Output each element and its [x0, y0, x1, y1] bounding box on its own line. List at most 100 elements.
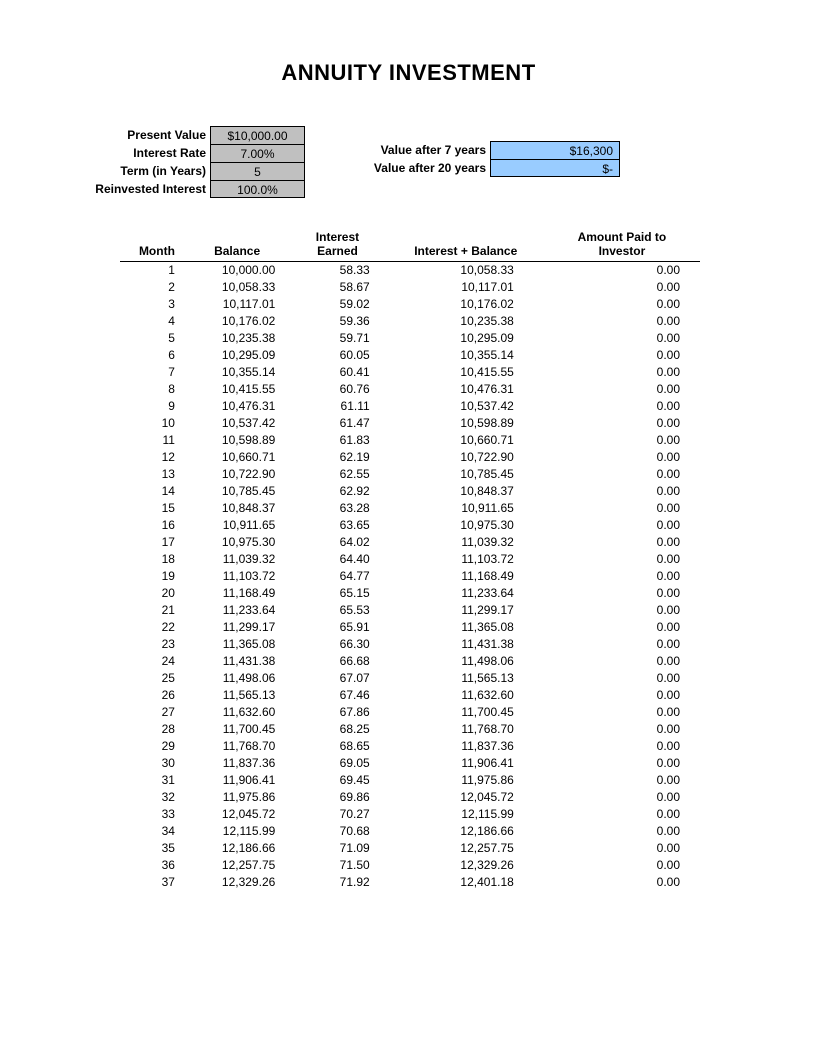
cell-balance: 10,295.09: [187, 347, 287, 364]
table-row: 1010,537.4261.4710,598.890.00: [120, 415, 700, 432]
cell-balance: 10,415.55: [187, 381, 287, 398]
param-value-cell[interactable]: 100.0%: [210, 180, 305, 198]
table-row: 610,295.0960.0510,355.140.00: [120, 347, 700, 364]
cell-interest: 69.05: [287, 755, 387, 772]
cell-intbal: 10,975.30: [388, 517, 544, 534]
cell-interest: 59.36: [287, 313, 387, 330]
cell-balance: 11,039.32: [187, 551, 287, 568]
cell-month: 14: [120, 483, 187, 500]
param-value-cell[interactable]: $10,000.00: [210, 126, 305, 144]
cell-balance: 11,632.60: [187, 704, 287, 721]
cell-paid: 0.00: [544, 619, 700, 636]
cell-interest: 71.92: [287, 874, 387, 891]
cell-month: 10: [120, 415, 187, 432]
cell-month: 19: [120, 568, 187, 585]
table-row: 1410,785.4562.9210,848.370.00: [120, 483, 700, 500]
cell-month: 8: [120, 381, 187, 398]
cell-balance: 12,045.72: [187, 806, 287, 823]
cell-interest: 61.83: [287, 432, 387, 449]
cell-intbal: 10,355.14: [388, 347, 544, 364]
cell-intbal: 10,058.33: [388, 261, 544, 279]
cell-interest: 63.65: [287, 517, 387, 534]
cell-interest: 65.15: [287, 585, 387, 602]
cell-month: 11: [120, 432, 187, 449]
cell-balance: 11,431.38: [187, 653, 287, 670]
cell-intbal: 12,257.75: [388, 840, 544, 857]
cell-intbal: 12,186.66: [388, 823, 544, 840]
cell-paid: 0.00: [544, 347, 700, 364]
cell-intbal: 11,168.49: [388, 568, 544, 585]
cell-intbal: 11,632.60: [388, 687, 544, 704]
cell-balance: 11,168.49: [187, 585, 287, 602]
cell-month: 2: [120, 279, 187, 296]
table-row: 3011,837.3669.0511,906.410.00: [120, 755, 700, 772]
cell-paid: 0.00: [544, 364, 700, 381]
param-value-cell[interactable]: 5: [210, 162, 305, 180]
table-row: 2711,632.6067.8611,700.450.00: [120, 704, 700, 721]
cell-paid: 0.00: [544, 840, 700, 857]
cell-paid: 0.00: [544, 704, 700, 721]
cell-balance: 11,906.41: [187, 772, 287, 789]
table-row: 110,000.0058.3310,058.330.00: [120, 261, 700, 279]
table-row: 3111,906.4169.4511,975.860.00: [120, 772, 700, 789]
cell-balance: 10,058.33: [187, 279, 287, 296]
cell-interest: 62.55: [287, 466, 387, 483]
table-header: Month Balance InterestEarned Interest + …: [120, 228, 700, 261]
table-row: 410,176.0259.3610,235.380.00: [120, 313, 700, 330]
cell-paid: 0.00: [544, 551, 700, 568]
cell-interest: 67.46: [287, 687, 387, 704]
cell-month: 29: [120, 738, 187, 755]
cell-paid: 0.00: [544, 432, 700, 449]
cell-interest: 60.76: [287, 381, 387, 398]
cell-interest: 60.41: [287, 364, 387, 381]
header-month: Month: [120, 228, 187, 261]
cell-interest: 71.09: [287, 840, 387, 857]
cell-month: 13: [120, 466, 187, 483]
table-row: 1210,660.7162.1910,722.900.00: [120, 449, 700, 466]
parameters-left: Present Value $10,000.00 Interest Rate 7…: [90, 126, 305, 198]
header-balance: Balance: [187, 228, 287, 261]
param-output-cell: $-: [490, 159, 620, 177]
cell-intbal: 12,115.99: [388, 806, 544, 823]
param-present-value: Present Value $10,000.00: [90, 126, 305, 144]
param-output-cell: $16,300: [490, 141, 620, 159]
cell-month: 20: [120, 585, 187, 602]
document-page: ANNUITY INVESTMENT Present Value $10,000…: [0, 0, 817, 921]
table-row: 2211,299.1765.9111,365.080.00: [120, 619, 700, 636]
cell-intbal: 11,906.41: [388, 755, 544, 772]
parameters-row: Present Value $10,000.00 Interest Rate 7…: [90, 126, 757, 198]
cell-interest: 70.68: [287, 823, 387, 840]
cell-paid: 0.00: [544, 261, 700, 279]
cell-balance: 12,186.66: [187, 840, 287, 857]
cell-paid: 0.00: [544, 330, 700, 347]
cell-interest: 61.47: [287, 415, 387, 432]
cell-interest: 70.27: [287, 806, 387, 823]
cell-intbal: 11,768.70: [388, 721, 544, 738]
cell-paid: 0.00: [544, 313, 700, 330]
cell-intbal: 11,299.17: [388, 602, 544, 619]
param-label: Present Value: [90, 126, 210, 144]
param-value-cell[interactable]: 7.00%: [210, 144, 305, 162]
cell-intbal: 12,329.26: [388, 857, 544, 874]
cell-interest: 65.91: [287, 619, 387, 636]
cell-month: 17: [120, 534, 187, 551]
cell-balance: 10,660.71: [187, 449, 287, 466]
cell-balance: 10,911.65: [187, 517, 287, 534]
cell-intbal: 10,785.45: [388, 466, 544, 483]
cell-balance: 12,329.26: [187, 874, 287, 891]
table-row: 2411,431.3866.6811,498.060.00: [120, 653, 700, 670]
table-row: 2011,168.4965.1511,233.640.00: [120, 585, 700, 602]
cell-intbal: 11,565.13: [388, 670, 544, 687]
cell-interest: 68.65: [287, 738, 387, 755]
cell-interest: 64.77: [287, 568, 387, 585]
table-row: 710,355.1460.4110,415.550.00: [120, 364, 700, 381]
cell-interest: 64.02: [287, 534, 387, 551]
cell-balance: 11,299.17: [187, 619, 287, 636]
header-interest: InterestEarned: [287, 228, 387, 261]
param-label: Interest Rate: [90, 144, 210, 162]
table-row: 3612,257.7571.5012,329.260.00: [120, 857, 700, 874]
cell-month: 7: [120, 364, 187, 381]
cell-paid: 0.00: [544, 296, 700, 313]
cell-intbal: 10,117.01: [388, 279, 544, 296]
cell-month: 21: [120, 602, 187, 619]
